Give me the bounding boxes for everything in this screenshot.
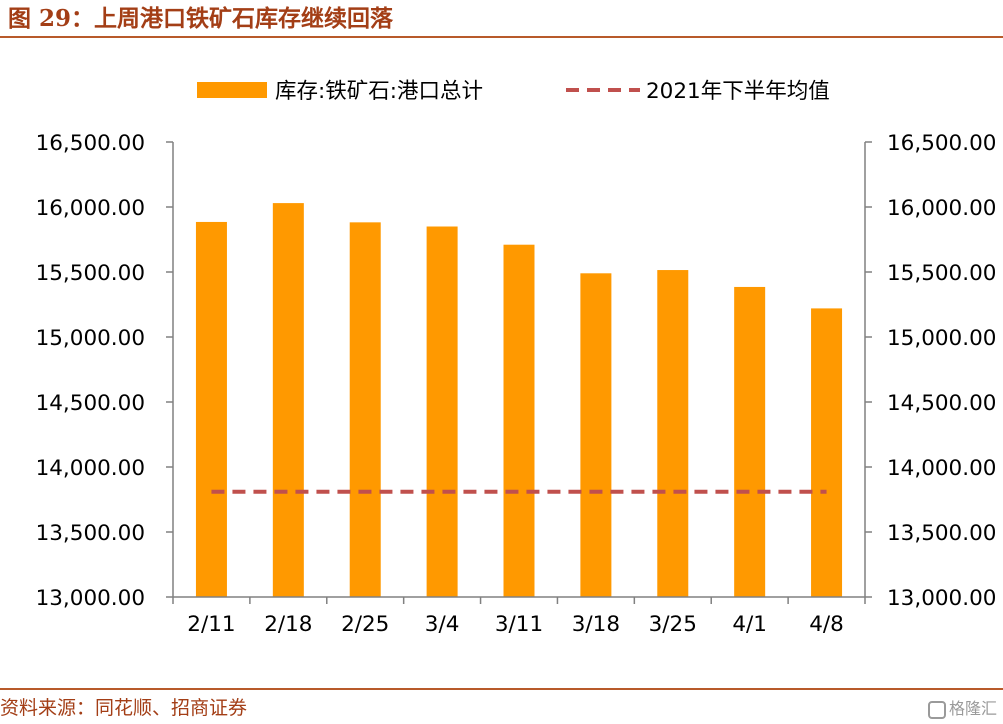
x-tick-label: 4/1 — [732, 612, 767, 637]
y-tick-label-right: 14,500.00 — [887, 391, 996, 416]
bar-2 — [272, 203, 304, 597]
y-tick-label-left: 14,500.00 — [36, 391, 145, 416]
bar-9 — [811, 308, 843, 597]
watermark-text: 格隆汇 — [948, 699, 997, 718]
y-tick-label-left: 16,500.00 — [36, 131, 145, 156]
y-tick-label-right: 15,500.00 — [887, 261, 996, 286]
x-tick-label: 4/8 — [809, 612, 844, 637]
footer-divider — [0, 688, 1003, 690]
legend-label-bar: 库存:铁矿石:港口总计 — [275, 79, 483, 104]
y-tick-label-left: 16,000.00 — [36, 196, 145, 221]
watermark-logo-icon — [927, 700, 946, 719]
legend-label-line: 2021年下半年均值 — [646, 79, 830, 104]
y-tick-label-left: 13,000.00 — [36, 586, 145, 611]
bar-1 — [195, 221, 227, 597]
bar-chart: 13,000.00 13,000.00 13,500.00 13,500.00 14,0… — [36, 79, 997, 637]
y-tick-label-right: 16,000.00 — [887, 196, 996, 221]
source-note: 资料来源：同花顺、招商证券 — [0, 697, 248, 719]
x-tick-label: 3/18 — [572, 612, 620, 637]
y-tick-label-right: 13,000.00 — [887, 586, 996, 611]
x-tick-label: 3/11 — [495, 612, 543, 637]
y-tick-label-left: 13,500.00 — [36, 521, 145, 546]
y-tick-label-left: 14,000.00 — [36, 456, 145, 481]
y-tick-label-right: 15,000.00 — [887, 326, 996, 351]
x-tick-label: 3/25 — [649, 612, 697, 637]
bar-5 — [503, 244, 535, 597]
y-tick-label-right: 13,500.00 — [887, 521, 996, 546]
figure-title: 图 29：上周港口铁矿石库存继续回落 — [8, 5, 394, 32]
y-tick-label-right: 16,500.00 — [887, 131, 996, 156]
title-divider — [0, 36, 1003, 38]
bar-7 — [657, 270, 689, 597]
bar-3 — [349, 222, 381, 597]
bar-6 — [580, 273, 612, 597]
x-tick-label: 2/11 — [187, 612, 235, 637]
y-tick-label-left: 15,000.00 — [36, 326, 145, 351]
y-tick-label-left: 15,500.00 — [36, 261, 145, 286]
y-tick-label-right: 14,000.00 — [887, 456, 996, 481]
x-tick-label: 2/25 — [341, 612, 389, 637]
watermark: 格隆汇 — [927, 697, 997, 721]
x-tick-label: 2/18 — [264, 612, 312, 637]
bar-4 — [426, 226, 458, 597]
x-tick-label: 3/4 — [425, 612, 460, 637]
legend-bar-swatch — [197, 82, 267, 98]
bar-8 — [734, 286, 766, 597]
